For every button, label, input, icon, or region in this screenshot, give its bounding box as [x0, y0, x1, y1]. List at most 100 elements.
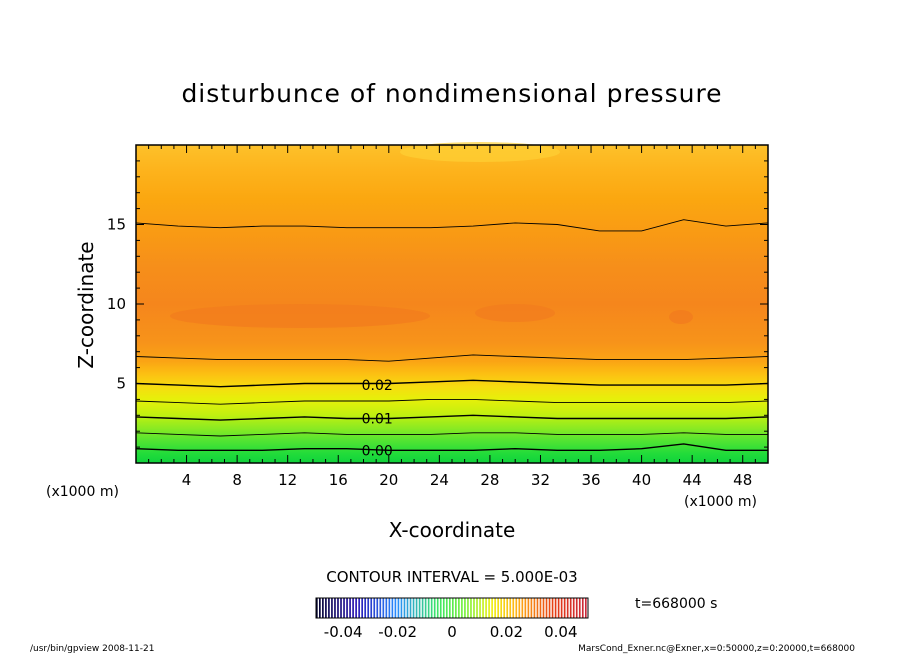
- x-axis-label: X-coordinate: [389, 518, 516, 542]
- x-tick-label: 8: [232, 471, 242, 489]
- colorbar-cell: [361, 598, 363, 618]
- colorbar-frame: [315, 597, 589, 619]
- colorbar-cell: [433, 598, 436, 618]
- colorbar-cell: [452, 598, 454, 618]
- colorbar-cell: [500, 598, 503, 618]
- contour-line: [135, 354, 769, 362]
- x-tick-label: 12: [278, 471, 297, 489]
- colorbar-cell: [470, 598, 472, 618]
- colorbar-cell: [316, 598, 318, 618]
- contour-lines: [135, 219, 769, 451]
- colorbar-cell: [566, 598, 569, 618]
- colorbar-tick-label: 0.04: [544, 623, 577, 641]
- colorbar-cell: [518, 598, 521, 618]
- colorbar-cell: [584, 598, 587, 618]
- colorbar-cell: [406, 598, 409, 618]
- colorbar-cell: [557, 598, 560, 618]
- x-tick-label: 28: [480, 471, 499, 489]
- colorbar-cell: [436, 598, 439, 618]
- colorbar-cell: [343, 598, 345, 618]
- colorbar-cell: [400, 598, 403, 618]
- colorbar-cell: [488, 598, 490, 618]
- field-min-blob: [170, 304, 430, 328]
- contour-line: [135, 432, 768, 437]
- colorbar-cell: [358, 598, 360, 618]
- x-ticks: 4 8 12 16 20 24 28 32 36 40 44 48: [148, 145, 756, 489]
- plot-area: 0.020.010.00 4 8 12 16 20 24 28 32 36 40 44 48 5101…: [107, 142, 769, 489]
- x-tick-label: 40: [632, 471, 651, 489]
- colorbar-strip: [316, 598, 587, 618]
- colorbar-cell: [418, 598, 421, 618]
- colorbar-cell: [442, 598, 445, 618]
- colorbar-cell: [578, 598, 581, 618]
- colorbar-cell: [521, 598, 524, 618]
- x-tick-label: 48: [733, 471, 752, 489]
- colorbar-cell: [479, 598, 481, 618]
- plot-field: [136, 145, 768, 463]
- colorbar-cell: [467, 598, 469, 618]
- colorbar-cell: [542, 598, 545, 618]
- colorbar-cell: [494, 598, 496, 618]
- colorbar-cell: [581, 598, 584, 618]
- y-tick-label: 10: [107, 295, 126, 313]
- y-tick-label: 15: [107, 216, 126, 234]
- colorbar-cell: [539, 598, 542, 618]
- contour-line: [135, 414, 769, 421]
- colorbar-cell: [424, 598, 427, 618]
- colorbar-cell: [334, 598, 336, 618]
- colorbar-cell: [554, 598, 557, 618]
- colorbar-cell: [373, 598, 376, 618]
- y-ticks: 5 10 15: [107, 160, 768, 448]
- contour-line: [135, 443, 768, 451]
- colorbar-cell: [482, 598, 484, 618]
- colorbar-tick-label: -0.04: [324, 623, 363, 641]
- colorbar-cell: [355, 598, 357, 618]
- x-tick-label: 20: [379, 471, 398, 489]
- colorbar-cell: [331, 598, 333, 618]
- colorbar-cell: [349, 598, 351, 618]
- colorbar-cell: [560, 598, 563, 618]
- colorbar-cell: [503, 598, 506, 618]
- colorbar-cell: [325, 598, 327, 618]
- colorbar-cell: [461, 598, 463, 618]
- colorbar-cell: [397, 598, 400, 618]
- contour-label: 0.02: [362, 378, 393, 394]
- colorbar-cell: [536, 598, 539, 618]
- colorbar-cell: [403, 598, 406, 618]
- colorbar-cell: [427, 598, 430, 618]
- colorbar-cell: [340, 598, 342, 618]
- colorbar-cell: [545, 598, 548, 618]
- colorbar-ticks: -0.04 -0.02 0 0.02 0.04: [324, 623, 578, 641]
- contour-label: 0.01: [362, 411, 393, 427]
- colorbar-cell: [319, 598, 321, 618]
- x-tick-label: 36: [581, 471, 600, 489]
- colorbar-cell: [512, 598, 515, 618]
- colorbar-cell: [322, 598, 324, 618]
- colorbar-cell: [572, 598, 575, 618]
- colorbar-cell: [548, 598, 551, 618]
- colorbar-cell: [563, 598, 566, 618]
- colorbar-cell: [367, 598, 370, 618]
- x-tick-label: 32: [531, 471, 550, 489]
- chart-title: disturbunce of nondimensional pressure: [181, 79, 722, 108]
- colorbar-cell: [352, 598, 354, 618]
- colorbar-cell: [388, 598, 391, 618]
- colorbar-cell: [458, 598, 460, 618]
- colorbar-cell: [421, 598, 424, 618]
- colorbar-cell: [439, 598, 442, 618]
- colorbar-cell: [448, 598, 451, 618]
- time-label: t=668000 s: [635, 596, 717, 612]
- colorbar-cell: [530, 598, 533, 618]
- colorbar-cell: [476, 598, 478, 618]
- contour-labels: 0.02 0.01 0.00: [362, 378, 393, 459]
- colorbar-cell: [527, 598, 530, 618]
- colorbar-cell: [569, 598, 572, 618]
- x-unit-right: (x1000 m): [684, 494, 757, 510]
- colorbar-cell: [515, 598, 518, 618]
- colorbar-cell: [337, 598, 339, 618]
- colorbar-cell: [533, 598, 536, 618]
- colorbar-cell: [551, 598, 554, 618]
- colorbar-tick-label: 0: [447, 623, 457, 641]
- colorbar-cell: [412, 598, 415, 618]
- colorbar-cell: [346, 598, 348, 618]
